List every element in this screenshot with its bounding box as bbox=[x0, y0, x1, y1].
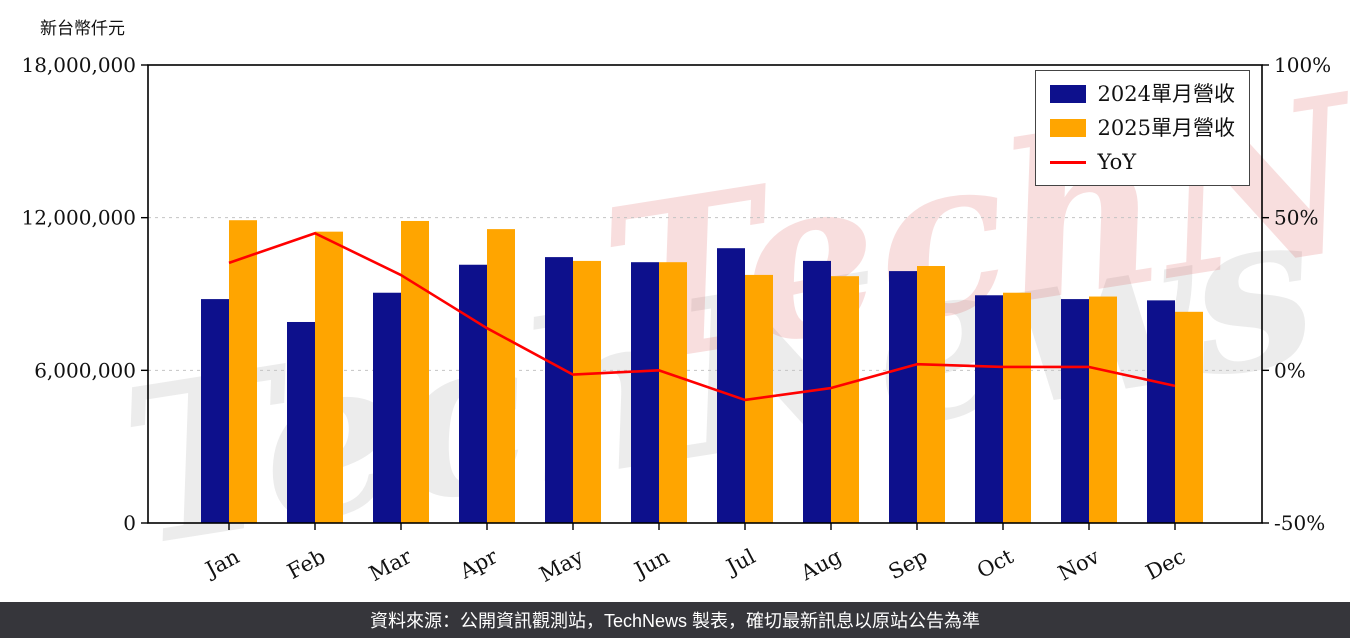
x-tick-label-Oct: Oct bbox=[973, 544, 1018, 583]
plot-border bbox=[147, 64, 1263, 524]
bar-2025單月營收-Dec bbox=[1175, 311, 1203, 523]
bar-2025單月營收-Nov bbox=[1089, 296, 1117, 523]
right-tick-label: -50% bbox=[1274, 511, 1325, 535]
x-tick-label-May: May bbox=[536, 544, 588, 587]
bar-2024單月營收-Jul bbox=[717, 248, 745, 523]
left-tick-label: 12,000,000 bbox=[21, 206, 136, 230]
legend-item-2024: 2024單月營收 bbox=[1049, 80, 1235, 108]
left-tick-label: 0 bbox=[123, 511, 136, 535]
bar-2025單月營收-Sep bbox=[917, 266, 945, 523]
bar-2024單月營收-Nov bbox=[1061, 299, 1089, 523]
source-text: 資料來源：公開資訊觀測站，TechNews 製表，確切最新訊息以原站公告為準 bbox=[369, 611, 981, 631]
legend-swatch-yoy-line bbox=[1049, 160, 1086, 164]
yoy-line bbox=[228, 231, 1176, 402]
right-tick-label: 0% bbox=[1274, 358, 1306, 382]
bar-2024單月營收-Mar bbox=[373, 292, 401, 523]
left-tick-label: 6,000,000 bbox=[34, 358, 136, 382]
bar-2025單月營收-Oct bbox=[1003, 292, 1031, 523]
source-footer: 資料來源：公開資訊觀測站，TechNews 製表，確切最新訊息以原站公告為準 bbox=[0, 602, 1350, 638]
legend-label-2025: 2025單月營收 bbox=[1097, 116, 1235, 140]
x-tick-label-Sep: Sep bbox=[885, 544, 932, 584]
bar-2024單月營收-Jan bbox=[201, 299, 229, 523]
bar-2025單月營收-Aug bbox=[831, 276, 859, 523]
legend-item-2025: 2025單月營收 bbox=[1049, 114, 1235, 142]
bar-2024單月營收-Feb bbox=[287, 321, 315, 523]
x-tick-label-Mar: Mar bbox=[365, 544, 416, 586]
x-tick-label-Jan: Jan bbox=[200, 544, 243, 582]
bar-2024單月營收-Dec bbox=[1147, 300, 1175, 523]
bar-2024單月營收-Sep bbox=[889, 271, 917, 523]
bar-2024單月營收-Jun bbox=[631, 262, 659, 523]
y-axis-unit-label: 新台幣仟元 bbox=[40, 19, 125, 39]
x-tick-label-Nov: Nov bbox=[1054, 544, 1103, 585]
right-tick-label: 100% bbox=[1274, 53, 1331, 77]
x-tick-label-Dec: Dec bbox=[1142, 544, 1189, 584]
bar-2024單月營收-Apr bbox=[459, 264, 487, 523]
right-tick-label: 50% bbox=[1274, 206, 1318, 230]
x-tick-label-Apr: Apr bbox=[455, 544, 502, 584]
legend-swatch-2025 bbox=[1049, 119, 1086, 137]
bar-2025單月營收-Apr bbox=[487, 229, 515, 523]
bar-2025單月營收-Jun bbox=[659, 262, 687, 523]
bar-2025單月營收-Feb bbox=[315, 231, 343, 523]
legend: 2024單月營收 2025單月營收 YoY bbox=[1034, 70, 1250, 186]
x-tick-label-Jun: Jun bbox=[629, 544, 673, 583]
left-tick-label: 18,000,000 bbox=[21, 53, 136, 77]
x-tick-label-Jul: Jul bbox=[721, 544, 760, 580]
legend-label-yoy: YoY bbox=[1097, 150, 1137, 174]
x-tick-label-Feb: Feb bbox=[283, 544, 329, 584]
legend-label-2024: 2024單月營收 bbox=[1097, 82, 1235, 106]
bar-2025單月營收-May bbox=[573, 260, 601, 523]
bar-2024單月營收-May bbox=[545, 257, 573, 523]
legend-swatch-2024 bbox=[1049, 85, 1086, 103]
bar-2025單月營收-Mar bbox=[401, 220, 429, 524]
legend-item-yoy: YoY bbox=[1049, 148, 1235, 176]
x-tick-label-Aug: Aug bbox=[796, 544, 845, 585]
bar-2024單月營收-Oct bbox=[975, 295, 1003, 523]
bar-2025單月營收-Jan bbox=[229, 220, 257, 523]
